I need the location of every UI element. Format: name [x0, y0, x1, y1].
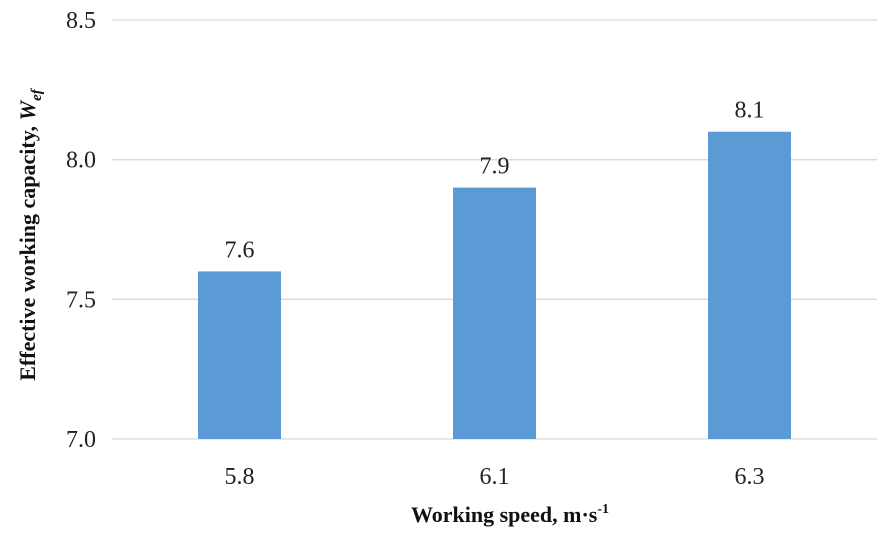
- bar: [453, 187, 536, 439]
- data-label: 7.6: [225, 237, 255, 263]
- y-tick-label: 7.5: [66, 287, 96, 313]
- data-labels: 7.6 7.9 8.1: [225, 98, 765, 264]
- y-axis-title: Effective working capacity, Wef: [15, 87, 45, 381]
- data-label: 8.1: [735, 98, 765, 124]
- y-tick-label: 8.5: [66, 8, 96, 34]
- x-tick-label: 5.8: [225, 464, 255, 490]
- y-tick-label: 8.0: [66, 148, 96, 174]
- x-axis-title: Working speed, m·s-1: [411, 502, 609, 527]
- bar: [708, 131, 791, 439]
- x-tick-label: 6.3: [735, 464, 765, 490]
- y-axis-ticks: 7.0 7.5 8.0 8.5: [66, 8, 96, 453]
- x-tick-label: 6.1: [480, 464, 510, 490]
- bars: [198, 131, 791, 439]
- data-label: 7.9: [480, 154, 510, 180]
- x-axis-ticks: 5.8 6.1 6.3: [225, 464, 765, 490]
- y-tick-label: 7.0: [66, 427, 96, 453]
- bar: [198, 271, 281, 439]
